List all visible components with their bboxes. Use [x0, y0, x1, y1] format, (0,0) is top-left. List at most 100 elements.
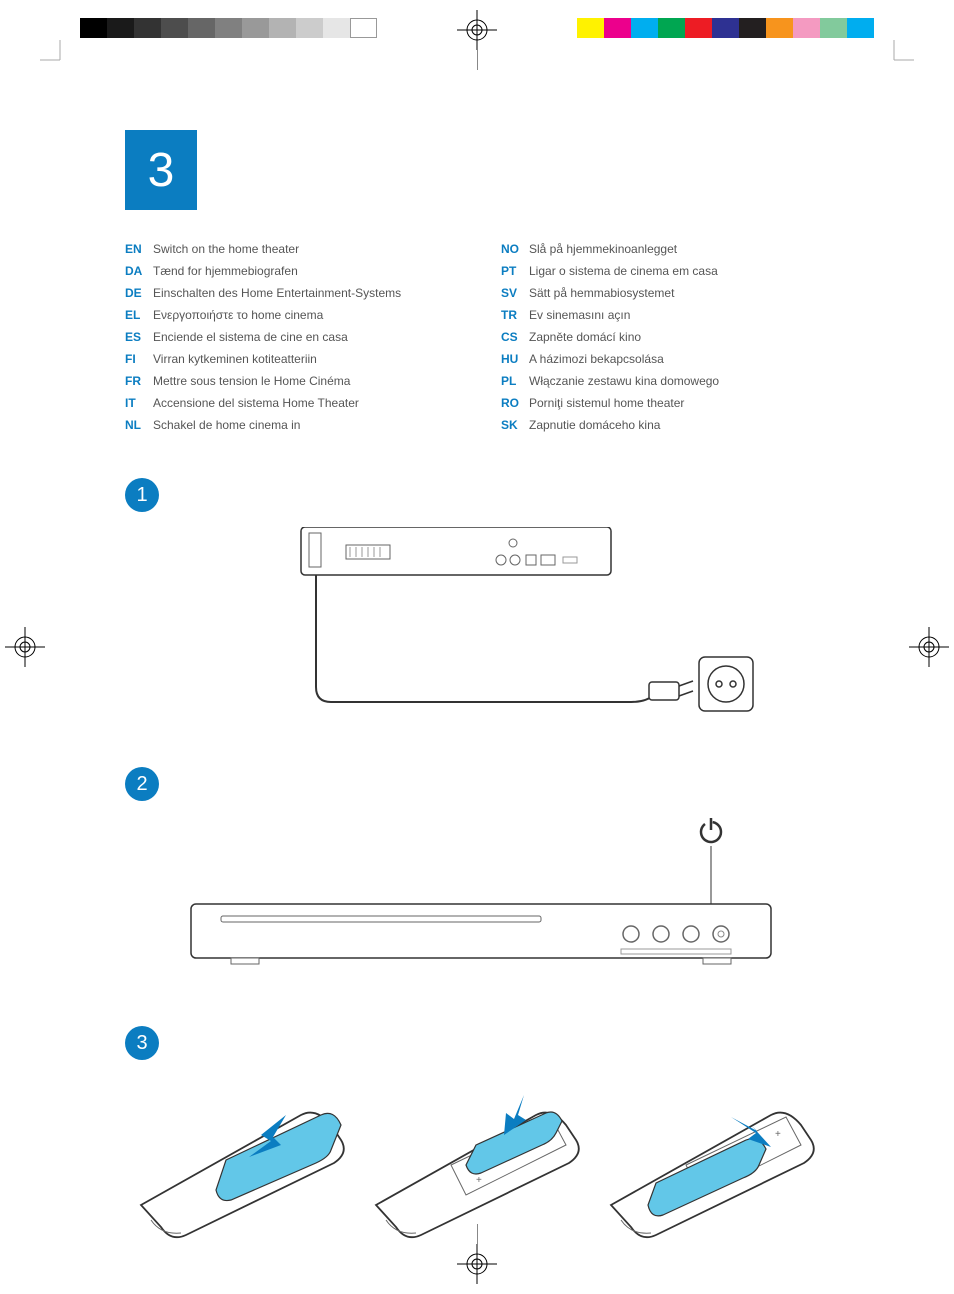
- color-swatch: [739, 18, 766, 38]
- svg-text:+: +: [775, 1129, 781, 1140]
- step-1: 1: [125, 478, 837, 727]
- step-3: 3 +: [125, 1026, 837, 1245]
- language-code: FI: [125, 350, 153, 368]
- language-text: Slå på hjemmekinoanlegget: [529, 240, 677, 258]
- grayscale-colorbar: [80, 18, 377, 38]
- step-circle-2: 2: [125, 767, 159, 801]
- language-row: CSZapněte domácí kino: [501, 328, 837, 346]
- language-row: ENSwitch on the home theater: [125, 240, 461, 258]
- color-swatch: [604, 18, 631, 38]
- diagram-insert-remote-batteries: + +: [125, 1075, 837, 1245]
- language-code: HU: [501, 350, 529, 368]
- language-row: ELΕνεργοποιήστε το home cinema: [125, 306, 461, 324]
- color-swatch: [577, 18, 604, 38]
- grayscale-swatch: [215, 18, 242, 38]
- language-text: Virran kytkeminen kotiteatteriin: [153, 350, 317, 368]
- language-text: Mettre sous tension le Home Cinéma: [153, 372, 350, 390]
- language-code: EL: [125, 306, 153, 324]
- step-circle-1: 1: [125, 478, 159, 512]
- section-number: 3: [148, 143, 175, 198]
- step-number: 1: [136, 484, 147, 507]
- grayscale-swatch: [296, 18, 323, 38]
- color-swatch: [631, 18, 658, 38]
- language-code: FR: [125, 372, 153, 390]
- language-code: NL: [125, 416, 153, 434]
- diagram-plug-in-power: [125, 527, 837, 727]
- fold-tick-top: [477, 50, 478, 70]
- grayscale-swatch: [269, 18, 296, 38]
- language-text: Schakel de home cinema in: [153, 416, 300, 434]
- color-swatch: [766, 18, 793, 38]
- color-swatch: [685, 18, 712, 38]
- language-text: Tænd for hjemmebiografen: [153, 262, 298, 280]
- language-row: ROPorniţi sistemul home theater: [501, 394, 837, 412]
- crop-corner-tl: [40, 40, 70, 70]
- language-code: TR: [501, 306, 529, 324]
- registration-mark-right: [909, 627, 949, 667]
- language-text: Włączanie zestawu kina domowego: [529, 372, 719, 390]
- step-number: 2: [136, 773, 147, 796]
- language-row: SVSätt på hemmabiosystemet: [501, 284, 837, 302]
- language-text: Zapnutie domáceho kina: [529, 416, 660, 434]
- language-row: FIVirran kytkeminen kotiteatteriin: [125, 350, 461, 368]
- language-text: Ενεργοποιήστε το home cinema: [153, 306, 323, 324]
- diagram-power-on-unit: [125, 816, 837, 986]
- language-text: Porniţi sistemul home theater: [529, 394, 684, 412]
- language-row: ESEnciende el sistema de cine en casa: [125, 328, 461, 346]
- language-column-left: ENSwitch on the home theaterDATænd for h…: [125, 240, 461, 438]
- language-row: PLWłączanie zestawu kina domowego: [501, 372, 837, 390]
- step-number: 3: [136, 1032, 147, 1055]
- language-code: ES: [125, 328, 153, 346]
- power-icon: [697, 818, 725, 846]
- registration-mark-top: [457, 10, 497, 50]
- language-code: NO: [501, 240, 529, 258]
- language-row: DATænd for hjemmebiografen: [125, 262, 461, 280]
- color-swatch: [712, 18, 739, 38]
- grayscale-swatch: [134, 18, 161, 38]
- language-text: A házimozi bekapcsolása: [529, 350, 664, 368]
- language-code: CS: [501, 328, 529, 346]
- language-code: PL: [501, 372, 529, 390]
- language-code: PT: [501, 262, 529, 280]
- language-text: Ligar o sistema de cinema em casa: [529, 262, 718, 280]
- cmyk-colorbar: [577, 18, 874, 38]
- grayscale-swatch: [323, 18, 350, 38]
- grayscale-swatch: [161, 18, 188, 38]
- language-row: HUA házimozi bekapcsolása: [501, 350, 837, 368]
- section-number-badge: 3: [125, 130, 197, 210]
- language-code: DA: [125, 262, 153, 280]
- language-instructions: ENSwitch on the home theaterDATænd for h…: [125, 240, 837, 438]
- language-code: RO: [501, 394, 529, 412]
- grayscale-swatch: [242, 18, 269, 38]
- color-swatch: [820, 18, 847, 38]
- language-text: Switch on the home theater: [153, 240, 299, 258]
- language-text: Enciende el sistema de cine en casa: [153, 328, 348, 346]
- language-row: PTLigar o sistema de cinema em casa: [501, 262, 837, 280]
- crop-corner-tr: [884, 40, 914, 70]
- language-code: DE: [125, 284, 153, 302]
- language-column-right: NOSlå på hjemmekinoanleggetPTLigar o sis…: [501, 240, 837, 438]
- step-2: 2: [125, 767, 837, 986]
- language-code: SK: [501, 416, 529, 434]
- language-code: EN: [125, 240, 153, 258]
- registration-mark-left: [5, 627, 45, 667]
- language-row: ITAccensione del sistema Home Theater: [125, 394, 461, 412]
- language-code: IT: [125, 394, 153, 412]
- language-row: NOSlå på hjemmekinoanlegget: [501, 240, 837, 258]
- grayscale-swatch: [188, 18, 215, 38]
- language-row: FRMettre sous tension le Home Cinéma: [125, 372, 461, 390]
- language-code: SV: [501, 284, 529, 302]
- language-row: NLSchakel de home cinema in: [125, 416, 461, 434]
- language-text: Einschalten des Home Entertainment-Syste…: [153, 284, 401, 302]
- language-text: Zapněte domácí kino: [529, 328, 641, 346]
- grayscale-swatch: [107, 18, 134, 38]
- language-text: Accensione del sistema Home Theater: [153, 394, 359, 412]
- grayscale-swatch: [80, 18, 107, 38]
- language-row: DEEinschalten des Home Entertainment-Sys…: [125, 284, 461, 302]
- grayscale-swatch: [350, 18, 377, 38]
- color-swatch: [847, 18, 874, 38]
- language-text: Sätt på hemmabiosystemet: [529, 284, 674, 302]
- language-row: TREv sinemasını açın: [501, 306, 837, 324]
- color-swatch: [793, 18, 820, 38]
- svg-text:+: +: [476, 1175, 482, 1186]
